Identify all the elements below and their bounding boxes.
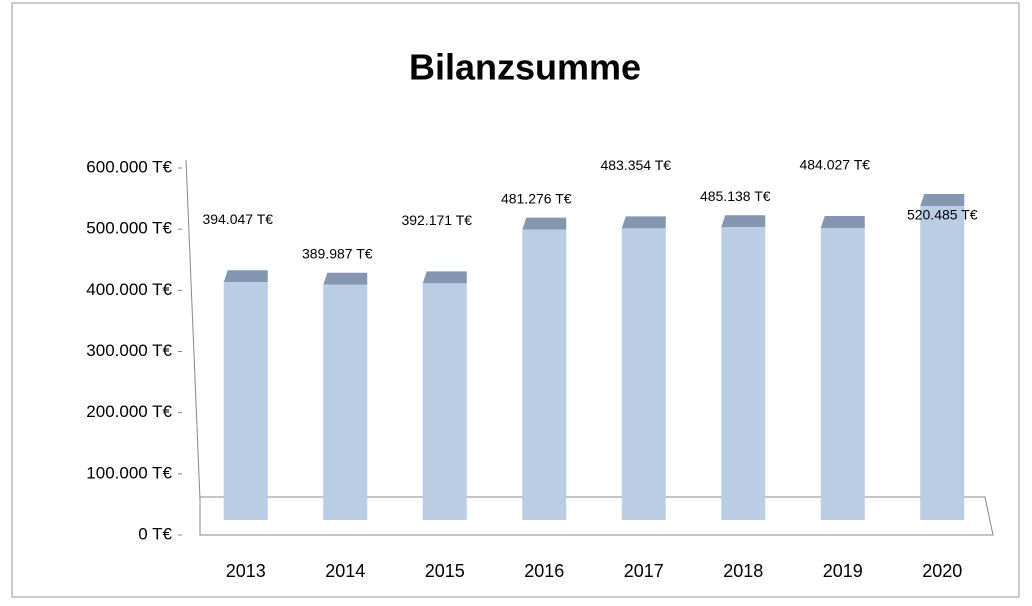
data-label: 389.987 T€ — [302, 245, 373, 261]
x-tick-label: 2016 — [524, 561, 564, 581]
bar-top — [522, 217, 567, 230]
bar-top — [820, 215, 865, 228]
bar-top — [223, 270, 268, 283]
y-tick-label: 400.000 T€ — [86, 280, 172, 299]
chart-title: Bilanzsumme — [409, 47, 641, 88]
bar — [323, 284, 368, 520]
data-label: 394.047 T€ — [202, 211, 273, 227]
bar-top — [422, 271, 467, 284]
bar — [820, 227, 865, 520]
data-label: 485.138 T€ — [700, 188, 771, 204]
y-tick-label: 0 T€ — [138, 524, 172, 543]
bar — [223, 282, 268, 520]
bar — [422, 283, 467, 520]
chart-border — [11, 2, 1020, 598]
bar-top — [721, 215, 766, 228]
data-label: 520.485 T€ — [907, 207, 978, 223]
data-label: 392.171 T€ — [401, 212, 472, 228]
data-label: 484.027 T€ — [799, 157, 870, 173]
bar — [721, 227, 766, 520]
x-tick-label: 2019 — [823, 561, 863, 581]
bar-top — [920, 193, 965, 206]
x-tick-label: 2020 — [922, 561, 962, 581]
bar — [621, 228, 666, 521]
x-tick-label: 2017 — [624, 561, 664, 581]
bar-top — [621, 216, 666, 229]
data-label: 483.354 T€ — [600, 157, 671, 173]
y-tick-label: 300.000 T€ — [86, 341, 172, 360]
bar-top — [323, 272, 368, 285]
y-tick-label: 100.000 T€ — [86, 463, 172, 482]
y-axis — [185, 159, 201, 501]
data-label: 481.276 T€ — [501, 190, 572, 206]
y-tick-label: 600.000 T€ — [86, 157, 172, 176]
bar — [920, 205, 965, 520]
bar — [522, 229, 567, 521]
y-tick-label: 200.000 T€ — [86, 402, 172, 421]
x-tick-label: 2014 — [325, 561, 365, 581]
y-tick-label: 500.000 T€ — [86, 219, 172, 238]
x-tick-label: 2013 — [226, 561, 266, 581]
x-tick-label: 2015 — [425, 561, 465, 581]
x-tick-label: 2018 — [723, 561, 763, 581]
